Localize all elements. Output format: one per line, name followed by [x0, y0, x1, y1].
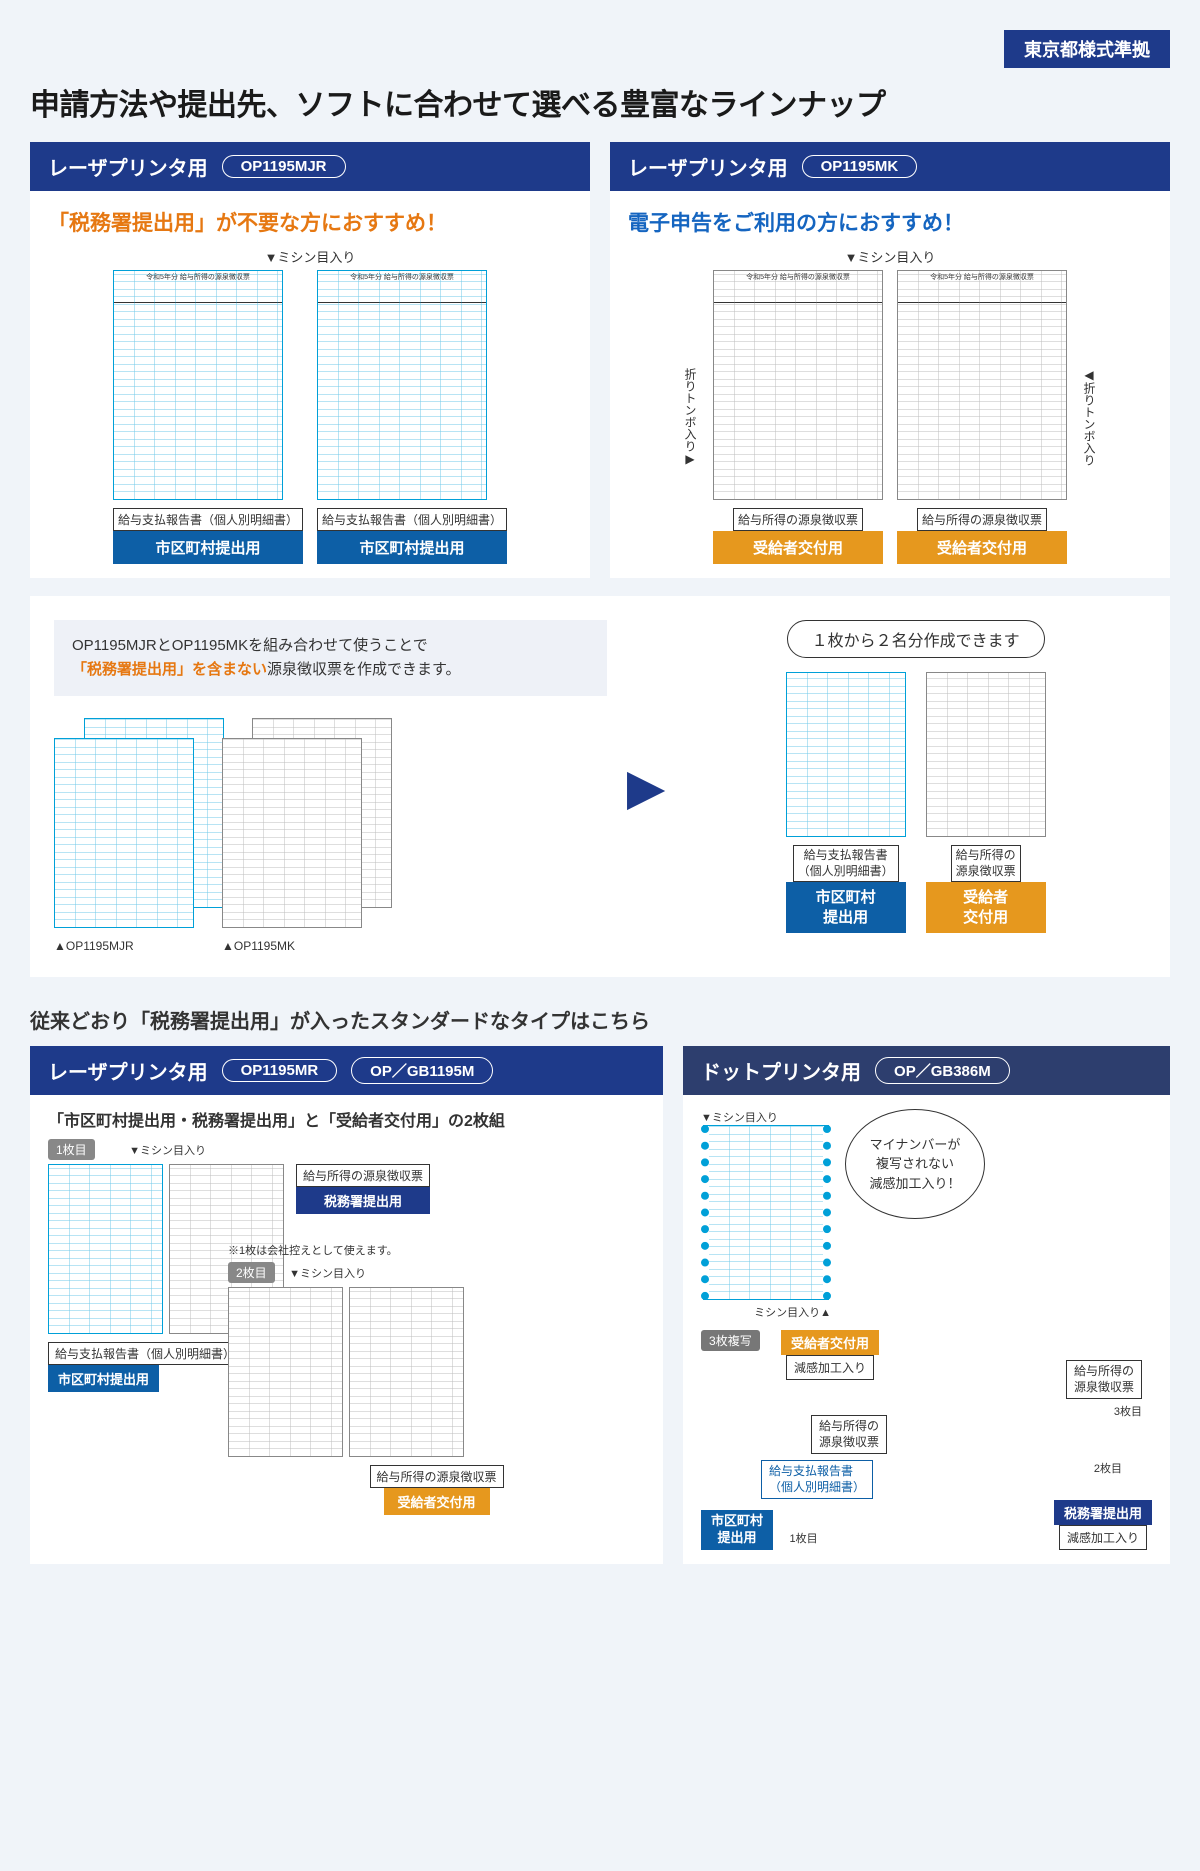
page3: 3枚目 — [1066, 1403, 1142, 1419]
form-thumbnail: 令和5年分 給与所得の源泉徴収票 — [317, 270, 487, 500]
card-op1195mk: レーザプリンタ用 OP1195MK 電子申告をご利用の方におすすめ！ ▼ミシン目… — [610, 142, 1170, 578]
misin-label: ▼ミシン目入り — [701, 1109, 831, 1125]
card-b-code: OP1195MK — [802, 155, 918, 178]
tag-recipient: 受給者交付用 — [781, 1330, 879, 1355]
tag-reduction: 減感加工入り — [1059, 1525, 1147, 1550]
form-thumbnail — [926, 672, 1046, 837]
misin-label: ▼ミシン目入り — [610, 247, 1170, 270]
misin-label: ▼ミシン目入り — [129, 1145, 206, 1157]
card-a-code: OP1195MJR — [222, 155, 346, 178]
label-recipient-top: 給与所得の源泉徴収票 — [370, 1465, 504, 1488]
label-municipal-top: 給与支払報告書（個人別明細書） — [48, 1342, 242, 1365]
caption-mk: ▲OP1195MK — [222, 939, 362, 953]
combo-pill: １枚から２名分作成できます — [787, 620, 1045, 658]
label-municipal-top: 給与支払報告書（個人別明細書） — [317, 508, 507, 531]
form-thumbnail: 令和5年分 給与所得の源泉徴収票 — [897, 270, 1067, 500]
label-municipal-bot: 市区町村提出用 — [317, 531, 507, 564]
card-c-header: レーザプリンタ用 OP1195MR OP／GB1195M — [30, 1046, 663, 1095]
card-c-title: レーザプリンタ用 — [48, 1056, 208, 1085]
card-c-code2: OP／GB1195M — [351, 1057, 493, 1084]
label-recipient-top: 給与所得の源泉徴収票 — [917, 508, 1047, 531]
card-d-title: ドットプリンタ用 — [701, 1056, 861, 1085]
tag-report: 給与支払報告書 （個人別明細書） — [761, 1460, 873, 1499]
misin-label: ▼ミシン目入り — [30, 247, 590, 270]
label-recipient-top: 給与所得の源泉徴収票 — [733, 508, 863, 531]
card-d-code: OP／GB386M — [875, 1057, 1010, 1084]
form-thumbnail — [349, 1287, 464, 1457]
label-tax-top: 給与所得の源泉徴収票 — [296, 1164, 430, 1187]
form-thumbnail: 令和5年分 給与所得の源泉徴収票 — [713, 270, 883, 500]
card-laser-standard: レーザプリンタ用 OP1195MR OP／GB1195M 「市区町村提出用・税務… — [30, 1046, 663, 1564]
fold-mark-label: 折りトンボ入り▶ — [682, 368, 699, 466]
form-thumbnail: 令和5年分 給与所得の源泉徴収票 — [113, 270, 283, 500]
card-b-header: レーザプリンタ用 OP1195MK — [610, 142, 1170, 191]
card-c-code1: OP1195MR — [222, 1059, 338, 1082]
stack-mk — [222, 738, 362, 928]
caption-mjr: ▲OP1195MJR — [54, 939, 194, 953]
main-title: 申請方法や提出先、ソフトに合わせて選べる豊富なラインナップ — [30, 68, 1170, 124]
top-row: レーザプリンタ用 OP1195MJR 「税務署提出用」が不要な方におすすめ！ ▼… — [30, 142, 1170, 578]
label-municipal-top: 給与支払報告書（個人別明細書） — [113, 508, 303, 531]
label-top: 給与支払報告書 （個人別明細書） — [793, 845, 899, 882]
card-a-recommend: 「税務署提出用」が不要な方におすすめ！ — [30, 191, 590, 247]
label-recipient-bot: 受給者交付用 — [384, 1488, 490, 1515]
card-op1195mjr: レーザプリンタ用 OP1195MJR 「税務署提出用」が不要な方におすすめ！ ▼… — [30, 142, 590, 578]
tag-withholding: 給与所得の 源泉徴収票 — [1066, 1360, 1142, 1399]
form-thumbnail — [48, 1164, 163, 1334]
tag-municipal: 市区町村 提出用 — [701, 1510, 773, 1550]
card-d-header: ドットプリンタ用 OP／GB386M — [683, 1046, 1170, 1095]
tokyo-badge: 東京都様式準拠 — [1004, 30, 1170, 68]
form-thumbnail — [701, 1125, 831, 1300]
combo-note: OP1195MJRとOP1195MKを組み合わせて使うことで 「税務署提出用」を… — [54, 620, 607, 696]
label-bot: 市区町村 提出用 — [786, 882, 906, 933]
form-thumbnail — [786, 672, 906, 837]
tag-tax-office: 税務署提出用 — [1054, 1500, 1152, 1525]
label-top: 給与所得の 源泉徴収票 — [951, 845, 1021, 882]
stack-mjr — [54, 738, 194, 928]
misin-label-up: ミシン目入り▲ — [701, 1304, 831, 1320]
card-dot-printer: ドットプリンタ用 OP／GB386M ▼ミシン目入り ミシン目入り▲ マイナンバ… — [683, 1046, 1170, 1564]
label-recipient-bot: 受給者交付用 — [897, 531, 1067, 564]
tag-withholding: 給与所得の 源泉徴収票 — [811, 1415, 887, 1454]
card-b-recommend: 電子申告をご利用の方におすすめ！ — [610, 191, 1170, 247]
combo-card: OP1195MJRとOP1195MKを組み合わせて使うことで 「税務署提出用」を… — [30, 596, 1170, 977]
page2: 2枚目 — [1094, 1460, 1122, 1476]
copies-badge: 3枚複写 — [701, 1330, 760, 1351]
bottom-row: レーザプリンタ用 OP1195MR OP／GB1195M 「市区町村提出用・税務… — [30, 1046, 1170, 1564]
card-b-title: レーザプリンタ用 — [628, 152, 788, 181]
sheet2-badge: 2枚目 — [228, 1262, 275, 1283]
arrow-icon: ▶ — [627, 758, 665, 816]
company-copy-note: ※1枚は会社控えとして使えます。 — [228, 1242, 645, 1258]
label-tax-bot: 税務署提出用 — [296, 1187, 430, 1214]
fold-mark-label: ◀折りトンボ入り — [1081, 368, 1098, 466]
card-a-title: レーザプリンタ用 — [48, 152, 208, 181]
misin-label: ▼ミシン目入り — [289, 1268, 366, 1280]
sub-heading: 従来どおり「税務署提出用」が入ったスタンダードなタイプはこちら — [30, 1005, 1170, 1034]
label-municipal-bot: 市区町村提出用 — [48, 1365, 159, 1392]
label-bot: 受給者 交付用 — [926, 882, 1046, 933]
tag-reduction: 減感加工入り — [786, 1355, 874, 1380]
sheet1-badge: 1枚目 — [48, 1139, 95, 1160]
label-municipal-bot: 市区町村提出用 — [113, 531, 303, 564]
form-thumbnail — [228, 1287, 343, 1457]
label-recipient-bot: 受給者交付用 — [713, 531, 883, 564]
mynumber-bubble: マイナンバーが 複写されない 減感加工入り！ — [845, 1109, 985, 1219]
card-a-header: レーザプリンタ用 OP1195MJR — [30, 142, 590, 191]
card-c-desc: 「市区町村提出用・税務署提出用」と「受給者交付用」の2枚組 — [30, 1095, 663, 1139]
page1: 1枚目 — [790, 1533, 818, 1545]
